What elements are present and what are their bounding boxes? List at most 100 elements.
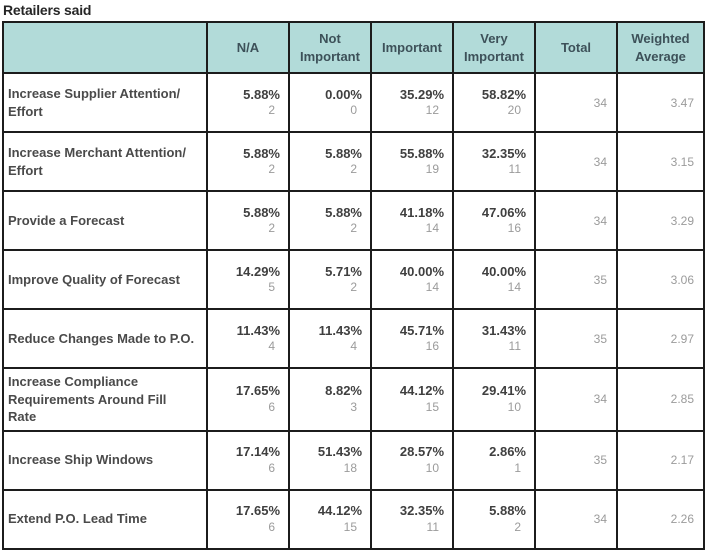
percent-value: 44.12% (317, 503, 362, 519)
percent-value: 35.29% (399, 86, 444, 102)
column-header-weighted-average: Weighted Average (616, 21, 705, 74)
cell-very-important: 32.35% 11 (452, 131, 536, 192)
cell-very-important: 40.00% 14 (452, 249, 536, 310)
table-row: Increase Supplier Attention/ Effort 5.88… (2, 72, 705, 133)
percent-value: 2.86% (489, 444, 526, 460)
cell-na: 5.88% 2 (206, 190, 290, 251)
row-label: Increase Supplier Attention/ Effort (2, 72, 208, 133)
cell-important: 35.29% 12 (370, 72, 454, 133)
count-value: 2 (350, 221, 357, 236)
percent-value: 11.43% (318, 322, 362, 338)
count-value: 0 (350, 103, 357, 118)
count-value: 15 (425, 400, 439, 415)
count-value: 6 (268, 461, 275, 476)
cell-important: 45.71% 16 (370, 308, 454, 369)
table-row: Increase Merchant Attention/ Effort 5.88… (2, 131, 705, 192)
count-value: 2 (268, 221, 275, 236)
cell-not-important: 8.82% 3 (288, 367, 372, 432)
header-empty-cell (2, 21, 208, 74)
table-row: Extend P.O. Lead Time 17.65% 6 44.12% 15… (2, 488, 705, 550)
cell-weighted-average: 2.26 (616, 488, 705, 550)
percent-value: 44.12% (399, 383, 444, 399)
cell-na: 5.88% 2 (206, 72, 290, 133)
cell-important: 41.18% 14 (370, 190, 454, 251)
count-value: 16 (425, 339, 439, 354)
cell-very-important: 5.88% 2 (452, 488, 536, 550)
count-value: 11 (508, 162, 521, 177)
row-label: Increase Compliance Requirements Around … (2, 367, 208, 432)
percent-value: 32.35% (399, 503, 444, 519)
cell-important: 44.12% 15 (370, 367, 454, 432)
cell-na: 17.65% 6 (206, 367, 290, 432)
cell-weighted-average: 3.29 (616, 190, 705, 251)
table-row: Increase Ship Windows 17.14% 6 51.43% 18… (2, 429, 705, 491)
retailers-survey-table: N/A Not Important Important Very Importa… (2, 21, 705, 550)
cell-na: 5.88% 2 (206, 131, 290, 192)
count-value: 20 (507, 103, 521, 118)
cell-na: 17.14% 6 (206, 429, 290, 491)
cell-na: 14.29% 5 (206, 249, 290, 310)
percent-value: 45.71% (399, 322, 444, 338)
percent-value: 0.00% (325, 86, 362, 102)
percent-value: 55.88% (399, 145, 444, 161)
cell-very-important: 29.41% 10 (452, 367, 536, 432)
count-value: 2 (514, 520, 521, 535)
cell-very-important: 47.06% 16 (452, 190, 536, 251)
cell-not-important: 5.88% 2 (288, 190, 372, 251)
row-label: Reduce Changes Made to P.O. (2, 308, 208, 369)
table-header-row: N/A Not Important Important Very Importa… (2, 21, 705, 74)
cell-total: 34 (534, 367, 618, 432)
cell-total: 34 (534, 131, 618, 192)
cell-not-important: 0.00% 0 (288, 72, 372, 133)
cell-not-important: 5.71% 2 (288, 249, 372, 310)
count-value: 2 (350, 162, 357, 177)
row-label: Increase Merchant Attention/ Effort (2, 131, 208, 192)
percent-value: 14.29% (235, 263, 280, 279)
cell-total: 34 (534, 488, 618, 550)
cell-not-important: 5.88% 2 (288, 131, 372, 192)
cell-total: 35 (534, 429, 618, 491)
cell-very-important: 58.82% 20 (452, 72, 536, 133)
column-header-total: Total (534, 21, 618, 74)
percent-value: 5.88% (243, 145, 280, 161)
page-title: Retailers said (3, 2, 92, 18)
count-value: 16 (507, 221, 521, 236)
column-header-not-important: Not Important (288, 21, 372, 74)
percent-value: 47.06% (481, 204, 526, 220)
count-value: 4 (350, 339, 357, 354)
cell-total: 35 (534, 249, 618, 310)
row-label: Provide a Forecast (2, 190, 208, 251)
cell-important: 40.00% 14 (370, 249, 454, 310)
cell-weighted-average: 3.15 (616, 131, 705, 192)
row-label: Improve Quality of Forecast (2, 249, 208, 310)
percent-value: 5.88% (325, 145, 362, 161)
row-label: Increase Ship Windows (2, 429, 208, 491)
cell-total: 34 (534, 190, 618, 251)
percent-value: 17.14% (235, 444, 280, 460)
count-value: 2 (268, 162, 275, 177)
percent-value: 28.57% (399, 444, 444, 460)
percent-value: 17.65% (235, 383, 280, 399)
cell-weighted-average: 2.17 (616, 429, 705, 491)
count-value: 14 (425, 221, 439, 236)
percent-value: 29.41% (481, 383, 526, 399)
cell-weighted-average: 3.06 (616, 249, 705, 310)
cell-not-important: 51.43% 18 (288, 429, 372, 491)
column-header-very-important: Very Important (452, 21, 536, 74)
count-value: 15 (343, 520, 357, 535)
count-value: 11 (508, 339, 521, 354)
cell-not-important: 44.12% 15 (288, 488, 372, 550)
cell-total: 35 (534, 308, 618, 369)
percent-value: 40.00% (399, 263, 444, 279)
count-value: 10 (507, 400, 521, 415)
table-row: Increase Compliance Requirements Around … (2, 367, 705, 432)
cell-very-important: 2.86% 1 (452, 429, 536, 491)
cell-important: 55.88% 19 (370, 131, 454, 192)
column-header-important: Important (370, 21, 454, 74)
percent-value: 5.88% (243, 204, 280, 220)
count-value: 11 (426, 520, 439, 535)
cell-not-important: 11.43% 4 (288, 308, 372, 369)
count-value: 19 (425, 162, 439, 177)
table-row: Provide a Forecast 5.88% 2 5.88% 2 41.18… (2, 190, 705, 251)
